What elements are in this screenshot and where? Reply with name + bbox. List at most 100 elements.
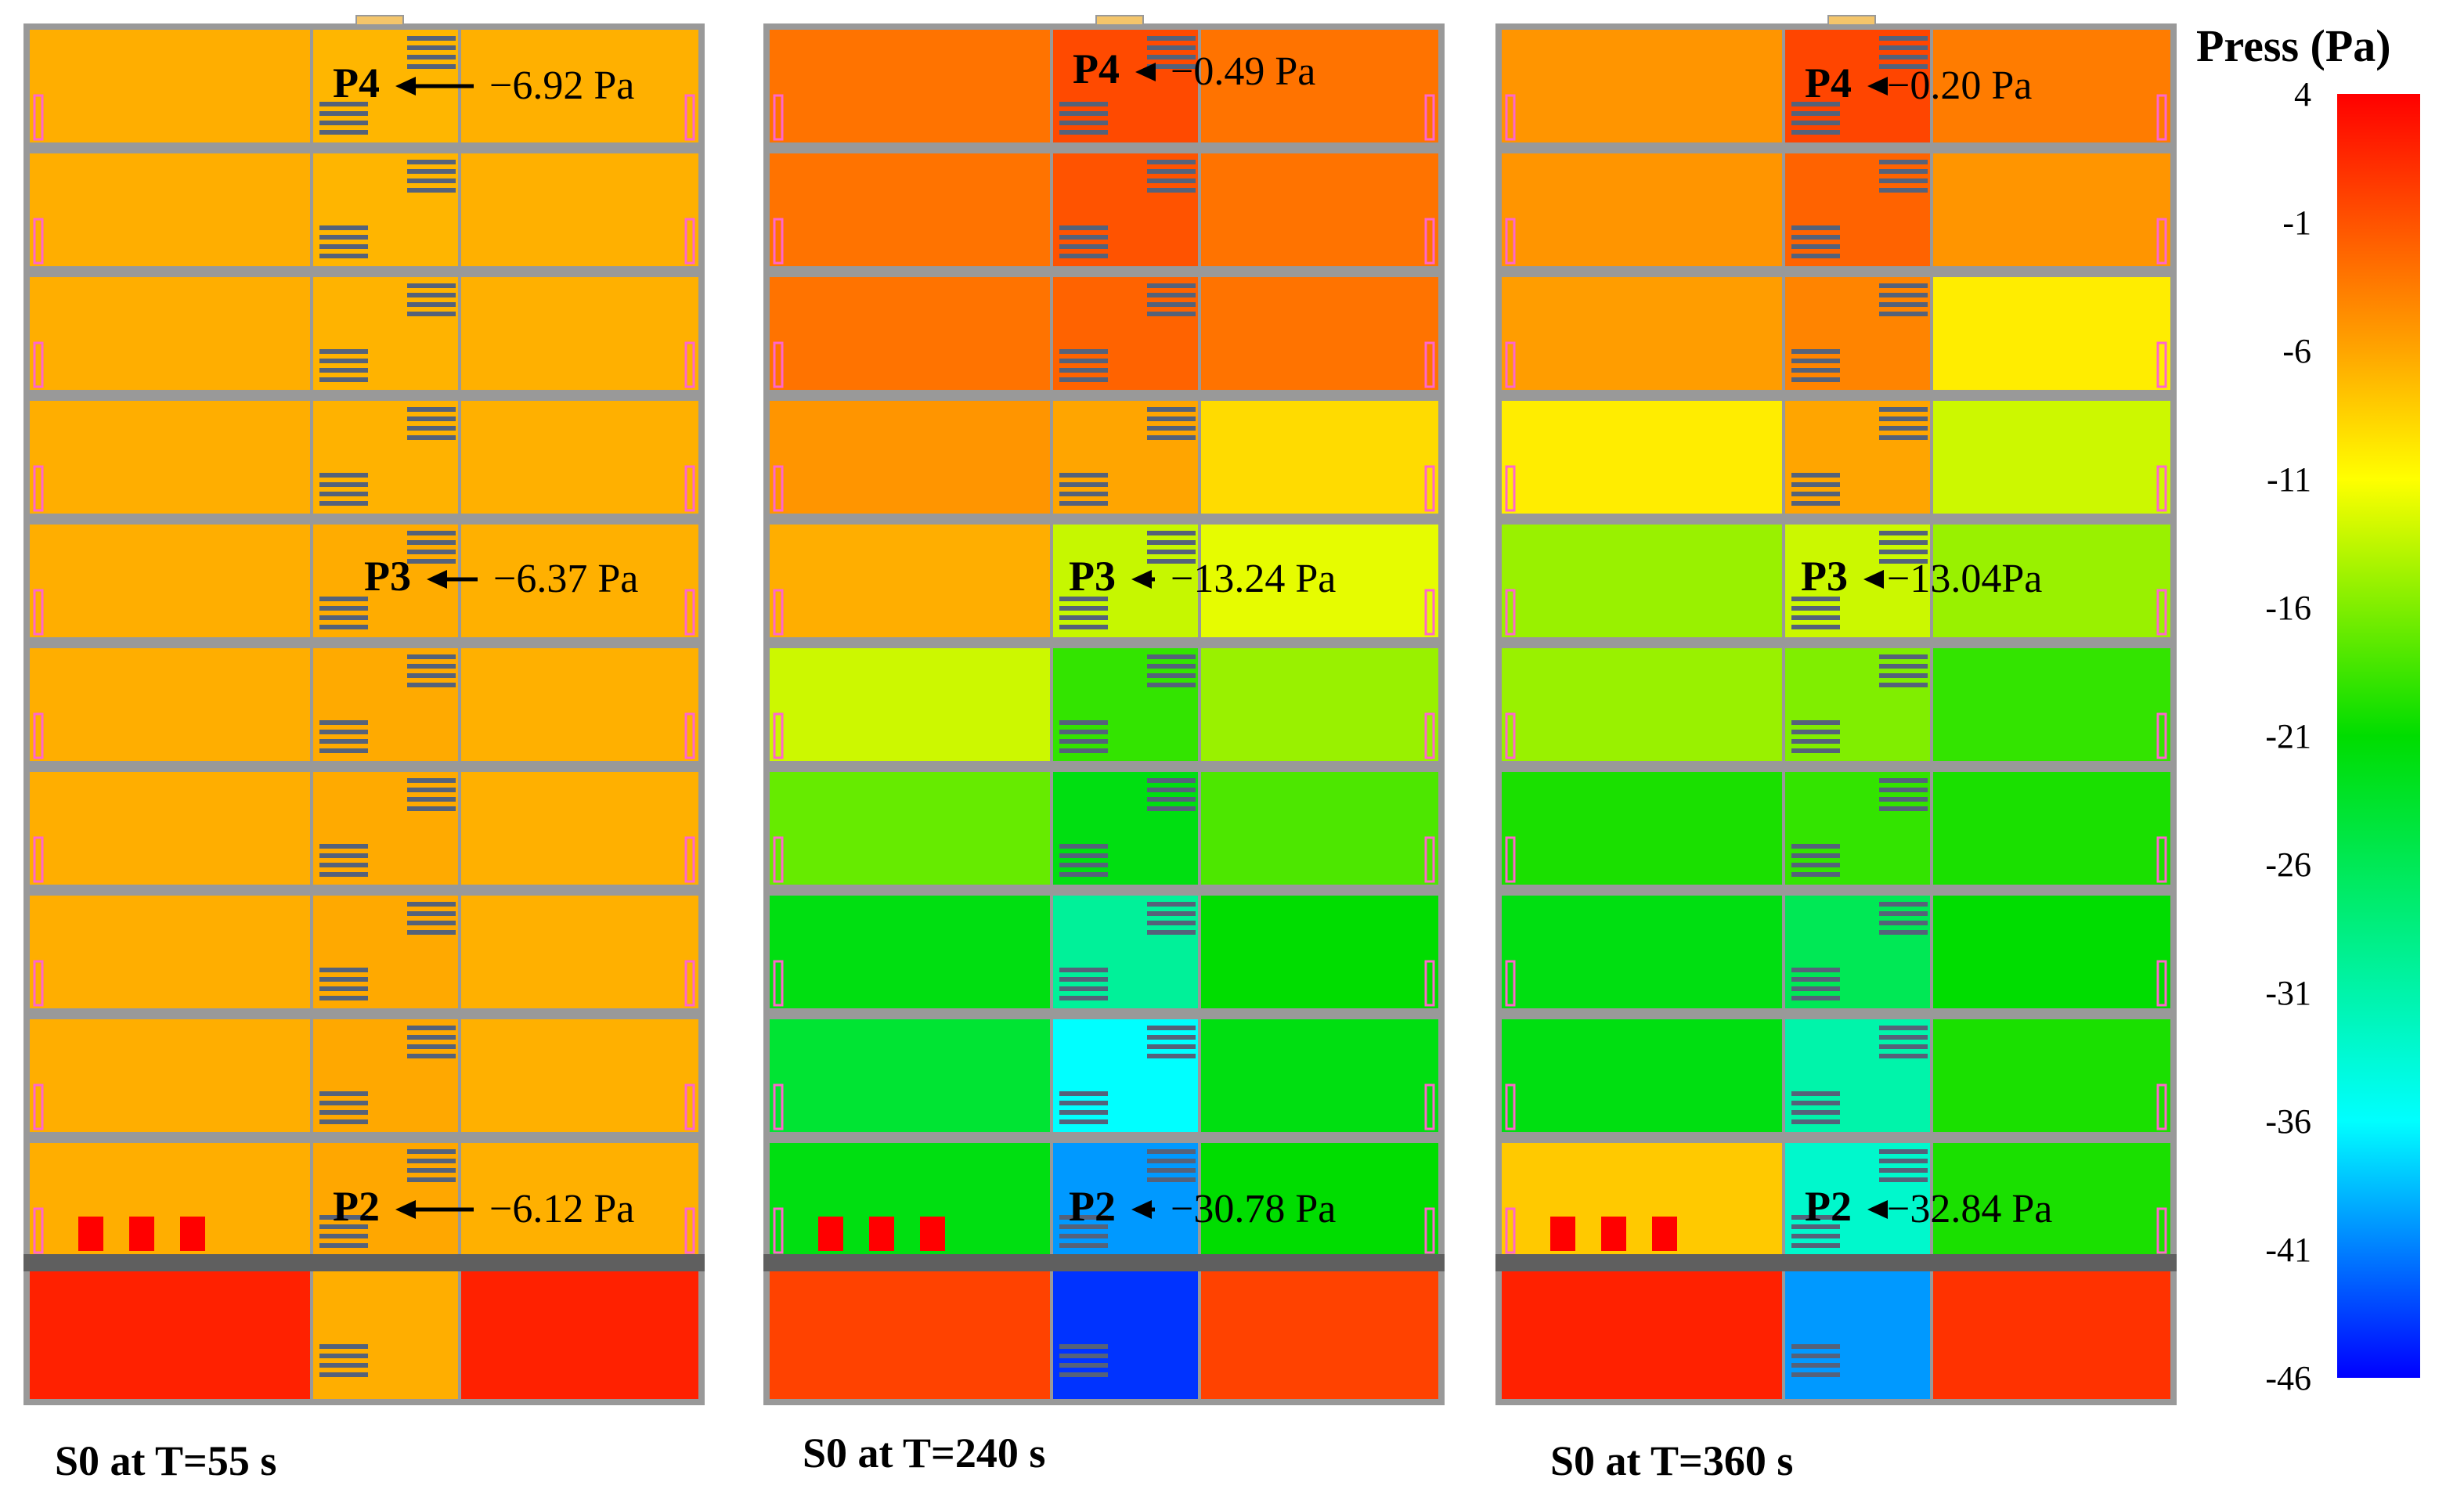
stair-tread xyxy=(1147,1035,1196,1040)
room-right xyxy=(461,153,698,266)
stair-tread xyxy=(1059,225,1108,230)
stair-tread xyxy=(1879,407,1928,412)
colorbar-tick-label: -36 xyxy=(2265,1102,2311,1141)
door-right xyxy=(2156,465,2167,512)
door-right xyxy=(1424,836,1435,883)
stair-tread xyxy=(1879,664,1928,669)
stair-tread xyxy=(1147,312,1196,316)
stair-tread xyxy=(1059,1101,1108,1105)
door-left xyxy=(33,1083,44,1130)
room-right xyxy=(1933,648,2170,761)
stair-tread xyxy=(319,968,368,972)
room-left xyxy=(770,401,1050,514)
stair-tread xyxy=(319,368,368,373)
stair-tread xyxy=(1879,302,1928,307)
stair-tread xyxy=(1147,788,1196,792)
door-right xyxy=(1424,218,1435,265)
stair-tread xyxy=(1791,1243,1840,1248)
stair-tread xyxy=(1791,359,1840,363)
stair-tread xyxy=(1791,501,1840,506)
stair-tread xyxy=(1879,673,1928,678)
room-right xyxy=(1933,896,2170,1008)
stair-tread xyxy=(319,349,368,354)
colorbar-tick-label: -41 xyxy=(2265,1231,2311,1269)
door-left xyxy=(773,1083,784,1130)
room-right xyxy=(1201,1019,1438,1132)
door-right xyxy=(684,341,695,388)
stair-tread xyxy=(319,235,368,240)
room-left xyxy=(30,401,310,514)
stair-tread xyxy=(1059,359,1108,363)
stair-tread xyxy=(1879,1177,1928,1182)
stair-tread xyxy=(407,1149,456,1154)
stair-tread xyxy=(407,531,456,535)
stair-tread xyxy=(1879,178,1928,183)
door-left xyxy=(1505,1207,1516,1254)
room-right xyxy=(1201,648,1438,761)
door-left xyxy=(1505,465,1516,512)
door-left xyxy=(773,218,784,265)
door-right xyxy=(2156,712,2167,759)
probe-label: P4 xyxy=(1805,59,1852,106)
probe-label: P2 xyxy=(1805,1183,1852,1230)
room-right xyxy=(461,1019,698,1132)
basement-left xyxy=(1502,1271,1782,1399)
stair-tread xyxy=(1147,1054,1196,1058)
stair-tread xyxy=(1059,872,1108,877)
door-right xyxy=(1424,465,1435,512)
probe-arrowhead xyxy=(1131,570,1152,589)
stair-tread xyxy=(407,435,456,440)
stair-tread xyxy=(319,748,368,753)
door-right xyxy=(684,465,695,512)
door-left xyxy=(1505,960,1516,1007)
door-left xyxy=(773,341,784,388)
stair-tread xyxy=(407,673,456,678)
probe-arrowhead xyxy=(1867,77,1888,96)
stair-tread xyxy=(407,302,456,307)
fire-source xyxy=(129,1217,154,1251)
door-right xyxy=(2156,94,2167,141)
stair-tread xyxy=(1059,1091,1108,1096)
probe-value: −13.04Pa xyxy=(1887,557,2042,601)
stair-tread xyxy=(1147,654,1196,659)
room-left xyxy=(1502,277,1782,390)
door-left xyxy=(33,960,44,1007)
room-left xyxy=(30,772,310,885)
fire-source xyxy=(1550,1217,1575,1251)
stair-tread xyxy=(1879,1044,1928,1049)
stair-tread xyxy=(1879,902,1928,907)
door-right xyxy=(684,589,695,636)
stair-tread xyxy=(1879,55,1928,59)
door-left xyxy=(1505,218,1516,265)
stair-tread xyxy=(407,283,456,288)
stair-tread xyxy=(1147,283,1196,288)
stair-tread xyxy=(1059,996,1108,1000)
room-left xyxy=(30,30,310,142)
stair-tread xyxy=(319,1224,368,1229)
probe-value: −30.78 Pa xyxy=(1171,1187,1336,1231)
stair-tread xyxy=(407,550,456,554)
floor-slab xyxy=(23,1254,705,1271)
stair-tread xyxy=(1059,615,1108,620)
panel-3: P4 −0.20 Pa P3 −13.04Pa P2 −32.84 Pa xyxy=(1495,15,2177,1405)
probe-value: −0.20 Pa xyxy=(1887,63,2032,108)
probe-arrowhead xyxy=(1863,570,1884,589)
door-right xyxy=(2156,589,2167,636)
stair-tread xyxy=(319,853,368,858)
room-left xyxy=(30,1019,310,1132)
stair-tread xyxy=(1879,683,1928,687)
stair-tread xyxy=(1147,778,1196,783)
stair-tread xyxy=(1879,654,1928,659)
stair-tread xyxy=(407,540,456,545)
basement-left xyxy=(770,1271,1050,1399)
door-right xyxy=(684,712,695,759)
stair-tread xyxy=(1791,225,1840,230)
door-right xyxy=(1424,712,1435,759)
stair-tread xyxy=(319,254,368,258)
stair-tread xyxy=(1791,615,1840,620)
stair-tread xyxy=(319,482,368,487)
stair-tread xyxy=(1879,797,1928,802)
room-left xyxy=(1502,30,1782,142)
stair-tread xyxy=(1059,1354,1108,1358)
stair-tread xyxy=(1147,683,1196,687)
